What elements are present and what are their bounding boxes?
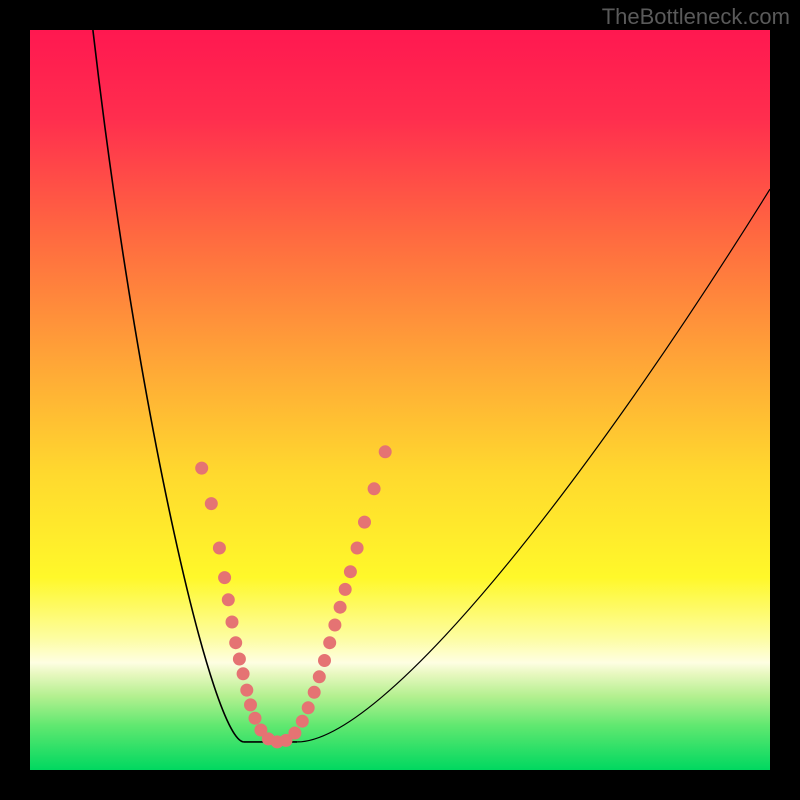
data-marker bbox=[339, 583, 351, 595]
data-marker bbox=[313, 671, 325, 683]
data-markers bbox=[196, 446, 392, 748]
data-marker bbox=[219, 572, 231, 584]
data-marker bbox=[329, 619, 341, 631]
curve-right-branch bbox=[297, 189, 770, 742]
data-marker bbox=[213, 542, 225, 554]
data-marker bbox=[245, 699, 257, 711]
data-marker bbox=[226, 616, 238, 628]
data-marker bbox=[196, 462, 208, 474]
data-marker bbox=[233, 653, 245, 665]
data-marker bbox=[368, 483, 380, 495]
data-marker bbox=[249, 712, 261, 724]
data-marker bbox=[344, 566, 356, 578]
data-marker bbox=[237, 668, 249, 680]
curve-layer bbox=[30, 30, 770, 770]
watermark-text: TheBottleneck.com bbox=[602, 4, 790, 30]
curve-left-branch bbox=[93, 30, 244, 742]
data-marker bbox=[359, 516, 371, 528]
data-marker bbox=[296, 715, 308, 727]
data-marker bbox=[289, 727, 301, 739]
data-marker bbox=[319, 655, 331, 667]
data-marker bbox=[324, 637, 336, 649]
data-marker bbox=[302, 702, 314, 714]
plot-area bbox=[30, 30, 770, 770]
data-marker bbox=[351, 542, 363, 554]
data-marker bbox=[308, 686, 320, 698]
data-marker bbox=[222, 594, 234, 606]
data-marker bbox=[379, 446, 391, 458]
data-marker bbox=[205, 498, 217, 510]
data-marker bbox=[230, 637, 242, 649]
data-marker bbox=[334, 601, 346, 613]
data-marker bbox=[241, 684, 253, 696]
